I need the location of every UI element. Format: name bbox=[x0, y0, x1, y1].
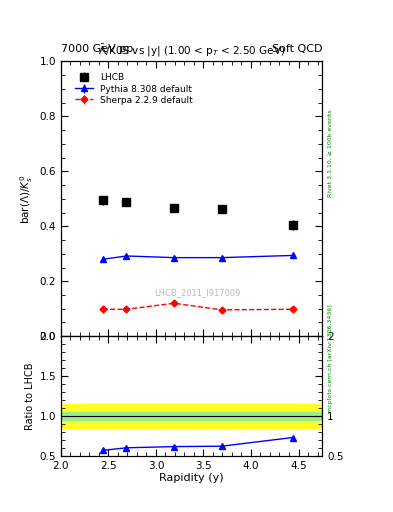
X-axis label: Rapidity (y): Rapidity (y) bbox=[159, 473, 224, 483]
Legend: LHCB, Pythia 8.308 default, Sherpa 2.2.9 default: LHCB, Pythia 8.308 default, Sherpa 2.2.9… bbox=[73, 72, 195, 106]
Y-axis label: bar($\Lambda$)/$K^0_s$: bar($\Lambda$)/$K^0_s$ bbox=[18, 174, 35, 224]
Y-axis label: Ratio to LHCB: Ratio to LHCB bbox=[25, 362, 35, 430]
Text: LHCB_2011_I917009: LHCB_2011_I917009 bbox=[154, 288, 240, 297]
Text: mcplots.cern.ch [arXiv:1306.3436]: mcplots.cern.ch [arXiv:1306.3436] bbox=[328, 304, 333, 413]
Text: $\bar{\Lambda}$/K0S vs |y| (1.00 < p$_T$ < 2.50 GeV): $\bar{\Lambda}$/K0S vs |y| (1.00 < p$_T$… bbox=[98, 42, 285, 59]
Bar bbox=[61, 412, 322, 420]
Text: Soft QCD: Soft QCD bbox=[272, 44, 322, 54]
Bar bbox=[61, 404, 322, 428]
Text: Rivet 3.1.10, ≥ 100k events: Rivet 3.1.10, ≥ 100k events bbox=[328, 110, 333, 198]
Text: 7000 GeV pp: 7000 GeV pp bbox=[61, 44, 133, 54]
